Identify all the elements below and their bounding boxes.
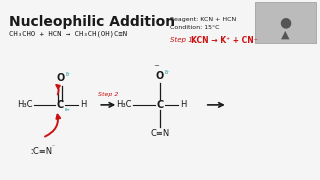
Text: H: H <box>80 100 87 109</box>
Text: δ⁻: δ⁻ <box>165 70 171 75</box>
FancyArrowPatch shape <box>45 115 60 136</box>
Text: δ⁻: δ⁻ <box>65 72 71 77</box>
Text: ▲: ▲ <box>281 30 290 39</box>
Text: O: O <box>56 73 65 83</box>
Text: C≡N: C≡N <box>150 129 170 138</box>
Text: ●: ● <box>279 15 292 30</box>
Text: Step 1:: Step 1: <box>170 36 197 42</box>
Text: Nucleophilic Addition: Nucleophilic Addition <box>9 15 175 29</box>
Text: KCN → K⁺ + CN⁻: KCN → K⁺ + CN⁻ <box>191 36 258 45</box>
Text: C: C <box>156 100 164 110</box>
Text: O: O <box>156 71 164 81</box>
Text: Step 2: Step 2 <box>98 92 118 97</box>
Text: CH₃CHO + HCN → CH₃CH(OH)C≡N: CH₃CHO + HCN → CH₃CH(OH)C≡N <box>9 30 127 37</box>
Text: δ+: δ+ <box>64 108 70 112</box>
Text: ːC≡N: ːC≡N <box>31 147 53 156</box>
Text: C: C <box>57 100 64 110</box>
Text: H₃C: H₃C <box>116 100 132 109</box>
FancyArrowPatch shape <box>56 85 60 94</box>
FancyBboxPatch shape <box>255 2 316 43</box>
Text: Condition: 15°C: Condition: 15°C <box>170 24 220 30</box>
Text: ⁻: ⁻ <box>52 145 54 150</box>
Text: H: H <box>180 100 186 109</box>
Text: ~: ~ <box>153 63 159 69</box>
Text: Reagent: KCN + HCN: Reagent: KCN + HCN <box>170 17 236 22</box>
Text: H₃C: H₃C <box>17 100 33 109</box>
